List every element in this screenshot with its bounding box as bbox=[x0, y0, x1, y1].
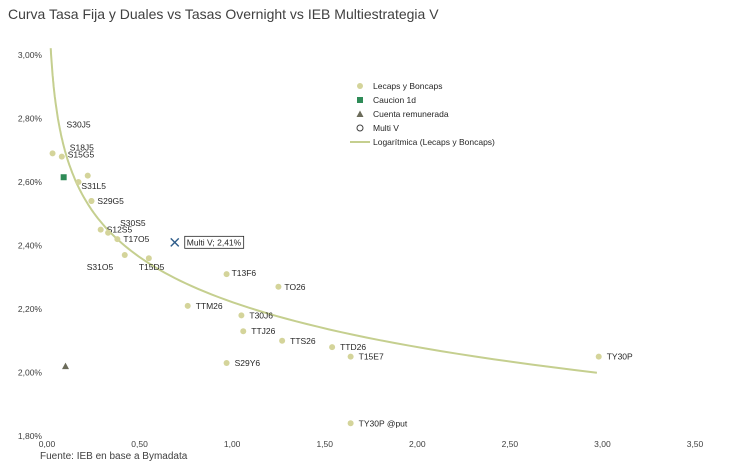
x-tick-label: 0,00 bbox=[39, 439, 56, 449]
source-note: Fuente: IEB en base a Bymadata bbox=[40, 451, 188, 462]
x-tick-label: 1,00 bbox=[224, 439, 241, 449]
y-tick-label: 2,20% bbox=[18, 304, 43, 314]
y-tick-label: 2,40% bbox=[18, 241, 43, 251]
lecap-point bbox=[329, 344, 336, 351]
y-tick-label: 2,60% bbox=[18, 177, 43, 187]
lecap-point bbox=[97, 226, 104, 233]
point-label: TY30P bbox=[607, 352, 633, 362]
lecap-point bbox=[88, 198, 95, 205]
multi-v-marker bbox=[170, 237, 180, 247]
point-label: S12S5 bbox=[107, 225, 133, 235]
x-tick-label: 0,50 bbox=[131, 439, 148, 449]
y-tick-label: 2,80% bbox=[18, 114, 43, 124]
point-label: S31O5 bbox=[87, 262, 114, 272]
point-label: S30S5 bbox=[120, 218, 146, 228]
point-label: T30J6 bbox=[249, 310, 273, 320]
legend-label: Cuenta remunerada bbox=[373, 109, 449, 119]
point-label: S30J5 bbox=[67, 119, 91, 129]
point-label: T13F6 bbox=[232, 268, 257, 278]
legend-marker bbox=[356, 124, 364, 132]
lecap-point bbox=[223, 359, 230, 366]
lecap-point bbox=[275, 283, 282, 290]
point-label: S15G5 bbox=[68, 150, 95, 160]
y-tick-label: 1,80% bbox=[18, 431, 43, 441]
point-label: TY30P @put bbox=[359, 418, 408, 428]
x-tick-label: 3,00 bbox=[594, 439, 611, 449]
lecap-point bbox=[347, 420, 354, 427]
legend-label: Logarítmica (Lecaps y Boncaps) bbox=[373, 137, 495, 147]
point-label: T15E7 bbox=[359, 352, 384, 362]
legend-marker bbox=[356, 110, 364, 117]
lecap-point bbox=[114, 236, 121, 243]
point-label: TTM26 bbox=[196, 301, 223, 311]
lecap-point bbox=[238, 312, 245, 319]
y-tick-label: 2,00% bbox=[18, 368, 43, 378]
legend: Lecaps y Boncaps Caucion 1d Cuenta remuner… bbox=[350, 81, 495, 147]
lecap-point bbox=[105, 229, 112, 236]
point-label: TTS26 bbox=[290, 336, 316, 346]
lecap-point bbox=[49, 150, 56, 157]
lecap-point bbox=[145, 255, 152, 262]
point-label: TTD26 bbox=[340, 342, 366, 352]
point-label: TTJ26 bbox=[251, 326, 275, 336]
point-label: T17O5 bbox=[123, 234, 149, 244]
point-label: S18J5 bbox=[70, 143, 94, 153]
lecap-point bbox=[58, 153, 65, 160]
point-label: S29G5 bbox=[97, 196, 124, 206]
x-tick-label: 2,00 bbox=[409, 439, 426, 449]
legend-label: Multi V bbox=[373, 123, 399, 133]
multi-v-label: Multi V; 2,41% bbox=[187, 237, 242, 247]
legend-label: Caucion 1d bbox=[373, 95, 416, 105]
legend-marker bbox=[357, 97, 363, 103]
lecap-point bbox=[223, 271, 230, 278]
caucion-point bbox=[60, 174, 67, 181]
y-tick-label: 3,00% bbox=[18, 50, 43, 60]
multi-v-label-box bbox=[184, 235, 245, 249]
lecap-point bbox=[184, 302, 191, 309]
lecap-point bbox=[75, 179, 82, 185]
point-label: TO26 bbox=[284, 282, 305, 292]
lecap-point bbox=[121, 252, 128, 259]
legend-label: Lecaps y Boncaps bbox=[373, 81, 442, 91]
x-tick-label: 3,50 bbox=[687, 439, 704, 449]
cuenta-point bbox=[62, 362, 70, 370]
point-label: T15D5 bbox=[139, 262, 165, 272]
point-label: S29Y6 bbox=[235, 358, 261, 368]
lecap-point bbox=[84, 172, 91, 179]
x-tick-label: 2,50 bbox=[502, 439, 519, 449]
log-trendline bbox=[49, 48, 598, 374]
lecap-point bbox=[347, 353, 354, 360]
lecap-point bbox=[240, 328, 247, 335]
lecap-point bbox=[595, 353, 602, 360]
x-axis: 0,00 0,50 1,00 1,50 2,00 2,50 3,00 3,50 bbox=[39, 439, 704, 449]
point-label: S31L5 bbox=[81, 181, 106, 191]
chart-title: Curva Tasa Fija y Duales vs Tasas Overni… bbox=[8, 6, 439, 22]
legend-marker bbox=[357, 83, 363, 89]
lecap-point bbox=[279, 337, 286, 344]
y-axis: 1,80% 2,00% 2,20% 2,40% 2,60% 2,80% 3,00% bbox=[18, 50, 43, 441]
x-tick-label: 1,50 bbox=[316, 439, 333, 449]
